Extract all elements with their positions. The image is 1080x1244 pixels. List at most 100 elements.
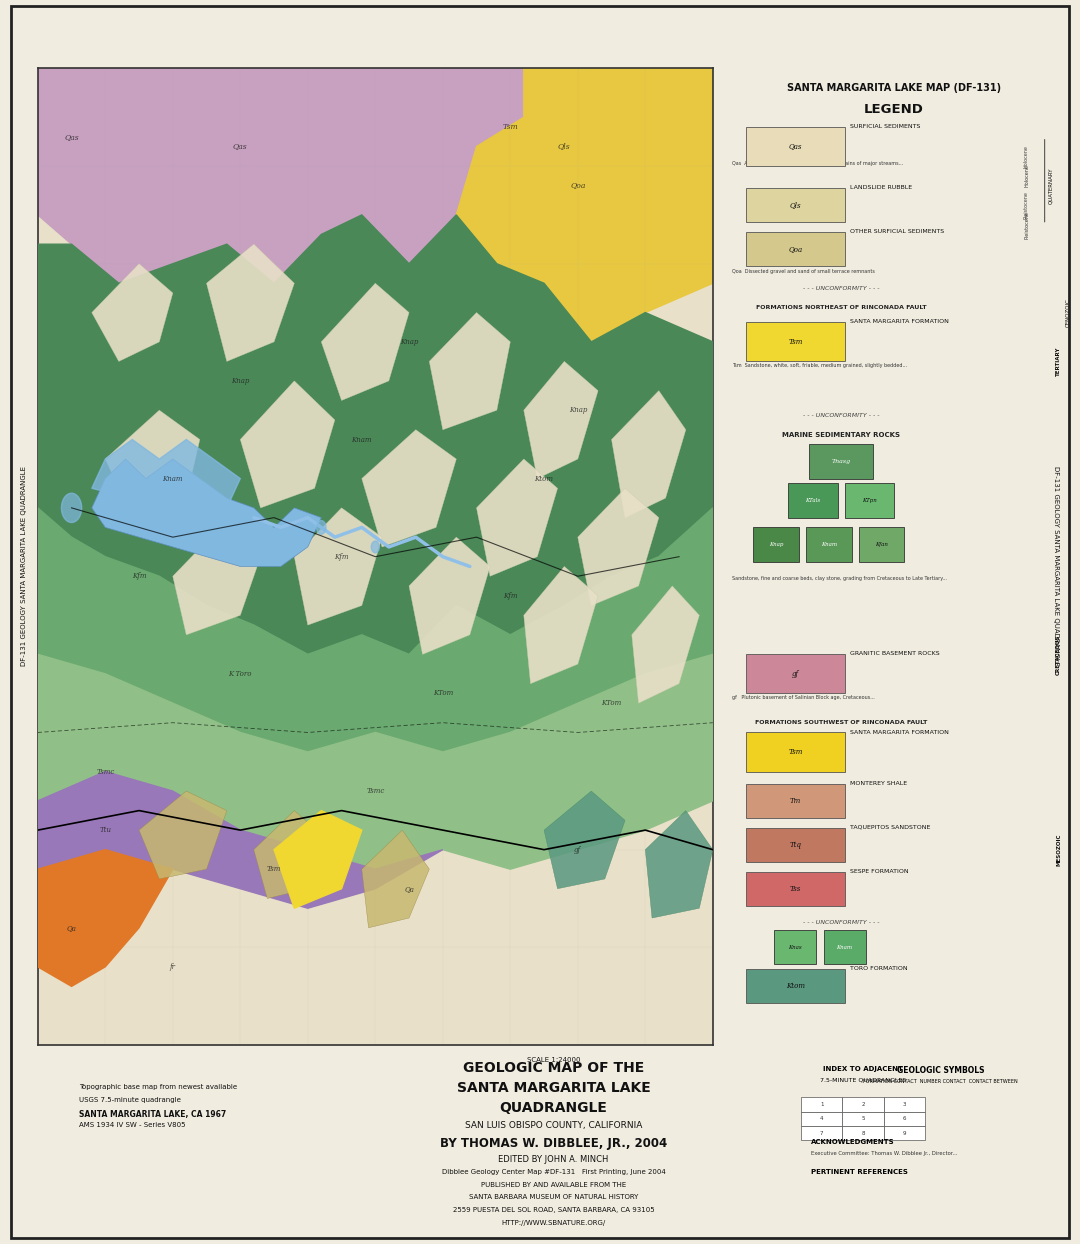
Text: SURFICIAL SEDIMENTS: SURFICIAL SEDIMENTS xyxy=(850,124,920,129)
Text: Tsm: Tsm xyxy=(788,338,802,346)
Text: INDEX TO ADJACENT: INDEX TO ADJACENT xyxy=(823,1066,903,1072)
Text: GEOLOGIC MAP OF THE: GEOLOGIC MAP OF THE xyxy=(463,1061,644,1075)
Text: ACKNOWLEDGMENTS: ACKNOWLEDGMENTS xyxy=(811,1138,895,1144)
Text: Sandstone, fine and coarse beds, clay stone, grading from Cretaceous to Late Ter: Sandstone, fine and coarse beds, clay st… xyxy=(732,576,947,581)
Text: EDITED BY JOHN A. MINCH: EDITED BY JOHN A. MINCH xyxy=(498,1154,609,1164)
Text: Holocene: Holocene xyxy=(1025,164,1029,188)
Text: Tsm: Tsm xyxy=(788,748,802,756)
Text: DF-131 GEOLOGY SANTA MARGARITA LAKE QUADRANGLE: DF-131 GEOLOGY SANTA MARGARITA LAKE QUAD… xyxy=(22,466,27,666)
Text: Kfm: Kfm xyxy=(132,572,146,580)
Text: Tsm  Sandstone, white, soft, friable, medium grained, slightly bedded...: Tsm Sandstone, white, soft, friable, med… xyxy=(732,363,907,368)
Polygon shape xyxy=(524,566,598,684)
Bar xyxy=(842,1097,883,1112)
Bar xyxy=(806,527,852,561)
Text: MARINE SEDIMENTARY ROCKS: MARINE SEDIMENTARY ROCKS xyxy=(782,432,900,438)
Text: SANTA MARGARITA LAKE MAP (DF-131): SANTA MARGARITA LAKE MAP (DF-131) xyxy=(786,83,1001,93)
Text: DF-131 GEOLOGY SANTA MARGARITA LAKE QUADRANGLE: DF-131 GEOLOGY SANTA MARGARITA LAKE QUAD… xyxy=(1053,466,1058,666)
Bar xyxy=(842,1126,883,1141)
Text: 6: 6 xyxy=(903,1116,906,1121)
Text: SANTA MARGARITA LAKE: SANTA MARGARITA LAKE xyxy=(457,1081,650,1095)
Text: LANDSLIDE RUBBLE: LANDSLIDE RUBBLE xyxy=(850,185,912,190)
Text: gf: gf xyxy=(792,669,799,678)
Polygon shape xyxy=(544,791,625,888)
Polygon shape xyxy=(38,508,713,751)
Bar xyxy=(801,1097,842,1112)
Bar xyxy=(746,733,845,771)
Text: QUADRANGLE: QUADRANGLE xyxy=(500,1101,607,1115)
Text: 2: 2 xyxy=(861,1102,865,1107)
Polygon shape xyxy=(206,244,295,361)
Polygon shape xyxy=(646,811,713,918)
Text: OTHER SURFICIAL SEDIMENTS: OTHER SURFICIAL SEDIMENTS xyxy=(850,229,944,234)
Text: Qa: Qa xyxy=(404,884,414,893)
Text: MESOZOIC: MESOZOIC xyxy=(1056,833,1062,866)
Bar xyxy=(746,127,845,165)
Bar xyxy=(810,444,873,479)
Polygon shape xyxy=(457,68,713,342)
Text: GEOLOGIC SYMBOLS: GEOLOGIC SYMBOLS xyxy=(896,1066,984,1075)
Text: QUATERNARY: QUATERNARY xyxy=(1049,168,1053,204)
Text: BY THOMAS W. DIBBLEE, JR., 2004: BY THOMAS W. DIBBLEE, JR., 2004 xyxy=(440,1137,667,1149)
Text: K Toro: K Toro xyxy=(229,669,252,678)
Text: Qas: Qas xyxy=(233,143,247,151)
Text: Qas: Qas xyxy=(64,133,79,141)
Text: Ktom: Ktom xyxy=(786,983,805,990)
Bar xyxy=(746,969,845,1004)
Text: 7.5-MINUTE QUADRANGLES: 7.5-MINUTE QUADRANGLES xyxy=(820,1077,906,1082)
Text: Kfm: Kfm xyxy=(335,552,349,561)
Text: USGS 7.5-minute quadrangle: USGS 7.5-minute quadrangle xyxy=(79,1097,181,1103)
Polygon shape xyxy=(409,537,490,654)
Text: Knam: Knam xyxy=(163,474,183,483)
Text: Knap: Knap xyxy=(231,377,249,384)
Bar xyxy=(801,1126,842,1141)
Bar xyxy=(774,931,816,964)
Text: 9: 9 xyxy=(903,1131,906,1136)
Text: KTom: KTom xyxy=(433,689,453,698)
Text: 3: 3 xyxy=(903,1102,906,1107)
Polygon shape xyxy=(295,508,382,624)
Polygon shape xyxy=(38,215,713,654)
Text: HTTP://WWW.SBNATURE.ORG/: HTTP://WWW.SBNATURE.ORG/ xyxy=(501,1219,606,1225)
Text: FORMATION CONTACT  NUMBER CONTACT  CONTACT BETWEEN: FORMATION CONTACT NUMBER CONTACT CONTACT… xyxy=(863,1079,1017,1084)
Text: Dibblee Geology Center Map #DF-131   First Printing, June 2004: Dibblee Geology Center Map #DF-131 First… xyxy=(442,1169,665,1176)
Polygon shape xyxy=(578,489,659,606)
Text: MONTEREY SHALE: MONTEREY SHALE xyxy=(850,781,907,786)
Text: 7: 7 xyxy=(820,1131,823,1136)
Text: Qoa: Qoa xyxy=(570,182,585,189)
Polygon shape xyxy=(92,459,322,566)
Polygon shape xyxy=(524,361,598,479)
Text: Qls: Qls xyxy=(558,143,570,151)
Bar xyxy=(842,1112,883,1126)
Text: Kfan: Kfan xyxy=(875,542,888,547)
Bar xyxy=(859,527,904,561)
Text: SANTA BARBARA MUSEUM OF NATURAL HISTORY: SANTA BARBARA MUSEUM OF NATURAL HISTORY xyxy=(469,1194,638,1200)
Text: gf: gf xyxy=(575,846,581,853)
Text: Holocene: Holocene xyxy=(1024,144,1028,168)
Text: 2559 PUESTA DEL SOL ROAD, SANTA BARBARA, CA 93105: 2559 PUESTA DEL SOL ROAD, SANTA BARBARA,… xyxy=(453,1207,654,1213)
Text: fr: fr xyxy=(170,963,176,970)
Text: Tsm: Tsm xyxy=(267,865,281,873)
Text: SCALE 1:24000: SCALE 1:24000 xyxy=(527,1057,580,1064)
Text: FORMATIONS NORTHEAST OF RINCONADA FAULT: FORMATIONS NORTHEAST OF RINCONADA FAULT xyxy=(756,305,927,310)
Bar xyxy=(754,527,799,561)
Polygon shape xyxy=(38,68,713,284)
Text: Executive Committee: Thomas W. Dibblee Jr., Director...: Executive Committee: Thomas W. Dibblee J… xyxy=(811,1151,958,1156)
Text: CRETACEOUS: CRETACEOUS xyxy=(1056,634,1062,674)
Polygon shape xyxy=(430,312,511,429)
Polygon shape xyxy=(92,439,241,508)
Text: KTals: KTals xyxy=(806,498,821,503)
Polygon shape xyxy=(106,411,200,518)
Text: Kfm: Kfm xyxy=(503,592,517,600)
Text: 1: 1 xyxy=(820,1102,823,1107)
Text: Pleistocene: Pleistocene xyxy=(1024,192,1028,219)
Text: Knam: Knam xyxy=(837,944,852,950)
Text: Tss: Tss xyxy=(789,884,801,893)
Text: Pleistocene: Pleistocene xyxy=(1025,210,1029,239)
Text: 5: 5 xyxy=(861,1116,865,1121)
Polygon shape xyxy=(139,791,227,880)
Bar xyxy=(746,188,845,223)
Bar xyxy=(883,1112,924,1126)
Text: SAN LUIS OBISPO COUNTY, CALIFORNIA: SAN LUIS OBISPO COUNTY, CALIFORNIA xyxy=(464,1121,643,1130)
Text: Knas: Knas xyxy=(788,944,802,950)
Text: Tsmc: Tsmc xyxy=(96,768,114,775)
